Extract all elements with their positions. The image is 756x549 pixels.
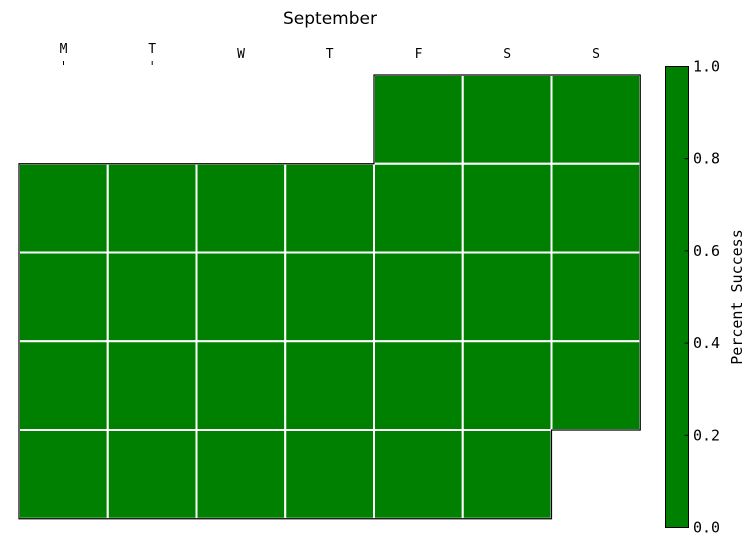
day-cell-14 (284, 251, 375, 343)
day-cell-20 (195, 340, 287, 431)
weekday-label-mon: M (60, 42, 68, 57)
day-cell-8 (373, 162, 464, 254)
colorbar: 0.0 0.2 0.4 0.6 0.8 1.0 Percent Success (665, 58, 746, 537)
day-cells (18, 74, 642, 520)
day-cell-12 (106, 251, 198, 343)
colorbar-tick-label: 0.2 (693, 426, 720, 444)
day-cell-30 (461, 429, 553, 520)
day-cell-1 (373, 74, 464, 165)
colorbar-label: Percent Success (728, 229, 746, 364)
day-cell-10 (550, 162, 642, 254)
colorbar-tick-label: 0.8 (693, 150, 720, 168)
day-cell-3 (550, 74, 642, 165)
day-cell-28 (284, 429, 375, 520)
day-cell-2 (461, 74, 553, 165)
day-cell-16 (461, 251, 553, 343)
day-cell-7 (284, 162, 375, 254)
weekday-label-fri: F (415, 47, 423, 62)
day-cell-9 (461, 162, 553, 254)
day-cell-6 (195, 162, 287, 254)
weekday-label-wed: W (237, 47, 245, 62)
day-cell-27 (195, 429, 287, 520)
day-cell-5 (106, 162, 198, 254)
day-cell-17 (550, 251, 642, 343)
day-cell-18 (18, 340, 109, 431)
weekday-label-sun: S (592, 47, 600, 62)
colorbar-tick-label: 0.6 (693, 242, 720, 260)
day-cell-23 (461, 340, 553, 431)
weekday-label-thu: T (326, 47, 334, 62)
weekday-label-tue: T (148, 42, 156, 57)
colorbar-tick-label: 1.0 (693, 58, 720, 76)
colorbar-tick-label: 0.0 (693, 519, 720, 537)
colorbar-ticks: 0.0 0.2 0.4 0.6 0.8 1.0 (684, 58, 720, 537)
weekday-labels: M T W T F S S (60, 42, 600, 65)
colorbar-tick-label: 0.4 (693, 334, 720, 352)
day-cell-19 (106, 340, 198, 431)
day-cell-24 (550, 340, 642, 431)
day-cell-29 (373, 429, 464, 520)
day-cell-25 (18, 429, 109, 520)
day-cell-11 (18, 251, 109, 343)
day-cell-15 (373, 251, 464, 343)
day-cell-26 (106, 429, 198, 520)
day-cell-22 (373, 340, 464, 431)
day-cell-4 (18, 162, 109, 254)
chart-title: September (283, 9, 377, 29)
day-cell-21 (284, 340, 375, 431)
colorbar-gradient (665, 66, 689, 528)
weekday-label-sat: S (503, 47, 511, 62)
day-cell-13 (195, 251, 287, 343)
month-outline (18, 74, 641, 520)
